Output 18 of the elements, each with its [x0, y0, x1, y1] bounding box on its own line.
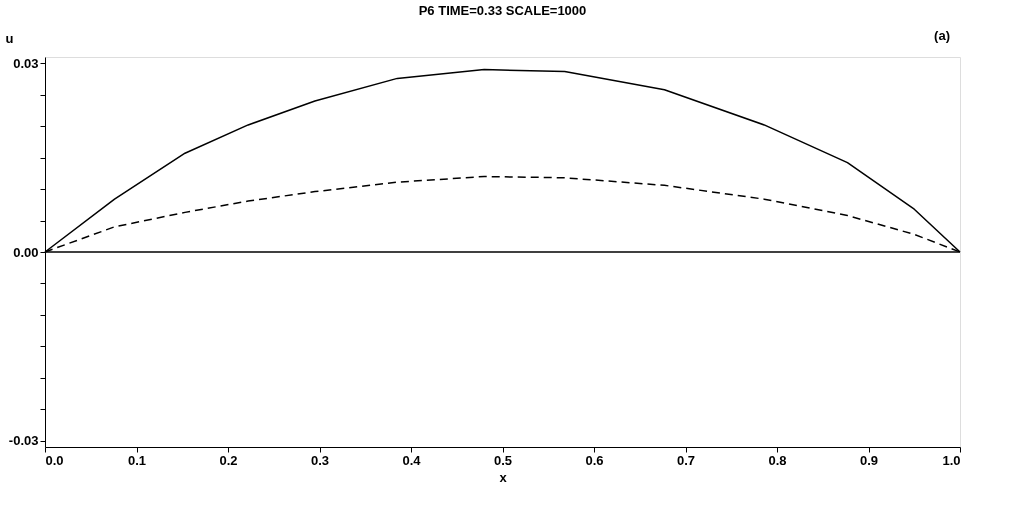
- y-tick-label: 0.00: [13, 244, 39, 260]
- x-tick-label: 0.0: [45, 452, 64, 468]
- y-tick-label: 0.03: [13, 55, 39, 71]
- x-tick-label: 0.3: [310, 452, 330, 468]
- y-axis-title: u: [5, 30, 14, 46]
- x-tick-label: 0.4: [402, 452, 422, 468]
- x-tick-label: 0.6: [585, 452, 604, 468]
- x-tick-label: 0.7: [676, 452, 696, 468]
- x-tick-label: 0.8: [768, 452, 787, 468]
- x-tick-label: 0.9: [859, 452, 879, 468]
- x-axis-title: x: [499, 469, 508, 485]
- x-tick-label: 0.5: [493, 452, 513, 468]
- y-tick-label: -0.03: [8, 433, 39, 449]
- text: (a): [934, 28, 950, 43]
- x-tick-label: 0.1: [127, 452, 147, 468]
- x-tick-label: 0.2: [219, 452, 238, 468]
- chart-title: P6 TIME=0.33 SCALE=1000: [418, 3, 587, 18]
- x-tick-label: 1.0: [942, 452, 961, 468]
